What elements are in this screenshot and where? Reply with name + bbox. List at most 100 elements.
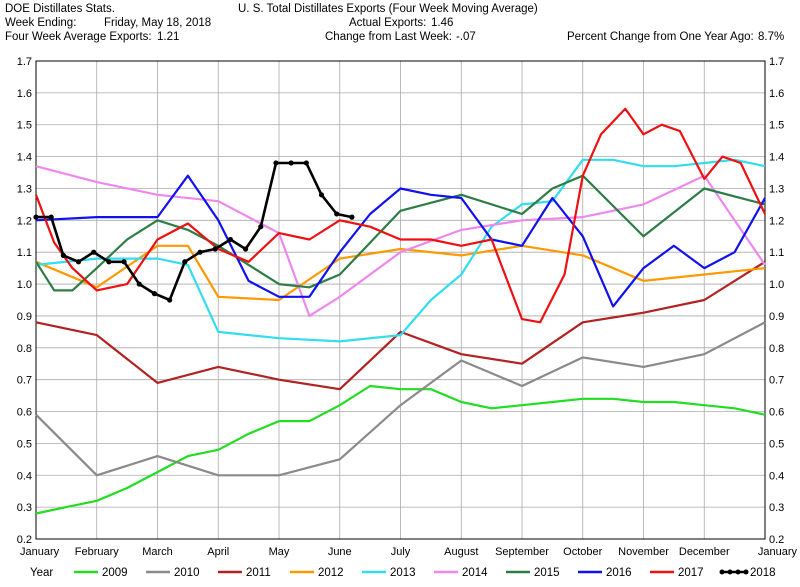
actual-exports-value: 1.46 — [431, 17, 454, 29]
series-point-2018 — [60, 252, 66, 258]
series-point-2018 — [303, 160, 309, 166]
y-tick-label-right: 0.7 — [769, 375, 784, 387]
chart-grid — [35, 60, 766, 540]
y-tick-label-right: 0.2 — [769, 534, 784, 546]
legend-marker — [743, 569, 749, 575]
series-point-2018 — [258, 224, 264, 230]
series-line-2010 — [35, 321, 766, 477]
y-tick-label-right: 1.2 — [769, 215, 784, 227]
change-label: Change from Last Week: — [325, 31, 452, 43]
y-tick-label: 0.7 — [17, 375, 32, 387]
series-point-2018 — [242, 246, 249, 252]
plot-frame — [35, 60, 766, 540]
series-line-2013 — [35, 158, 766, 343]
y-tick-label-right: 1.6 — [769, 88, 784, 100]
series-point-2018 — [273, 160, 279, 166]
series-line-2017 — [34, 107, 766, 324]
y-tick-label-right: 1.7 — [769, 56, 784, 68]
y-tick-label: 1.2 — [17, 215, 32, 227]
y-tick-label-right: 0.4 — [769, 470, 784, 482]
series-line-2016 — [35, 174, 766, 308]
series-point-2018 — [212, 246, 218, 252]
series-point-2018 — [318, 192, 325, 198]
legend-label-2010: 2010 — [174, 567, 200, 579]
y-tick-label-right: 0.5 — [769, 438, 784, 450]
y-tick-label: 1.1 — [17, 247, 32, 259]
week-ending-value: Friday, May 18, 2018 — [104, 17, 212, 29]
x-tick-label: October — [563, 546, 602, 558]
series-point-2018 — [197, 249, 203, 255]
chart-title: U. S. Total Distillates Exports (Four We… — [238, 3, 538, 15]
legend: Year 2009 2010 2011 2012 2013 2014 2015 2016 2017… — [30, 567, 776, 579]
change-value: -.07 — [456, 31, 476, 43]
y-tick-label: 0.9 — [17, 311, 32, 323]
series-point-2018 — [75, 259, 82, 265]
source-label: DOE Distillates Stats. — [5, 3, 115, 15]
legend-label-2017: 2017 — [678, 567, 704, 579]
legend-marker — [719, 569, 725, 575]
y-tick-label: 1.0 — [17, 279, 32, 291]
series-line-2009 — [35, 384, 766, 515]
y-tick-label: 0.2 — [17, 534, 32, 546]
legend-marker — [727, 569, 733, 575]
y-tick-label: 0.6 — [17, 407, 32, 419]
y-tick-label-right: 1.3 — [769, 183, 784, 195]
legend-label-2013: 2013 — [390, 567, 416, 579]
y-tick-label: 1.6 — [17, 88, 32, 100]
y-tick-label-right: 1.5 — [769, 120, 784, 132]
y-tick-label: 0.3 — [17, 502, 32, 514]
x-tick-label: April — [207, 546, 229, 558]
y-tick-label: 1.5 — [17, 120, 32, 132]
y-tick-label-right: 0.3 — [769, 502, 784, 514]
x-tick-label: December — [679, 546, 730, 558]
x-tick-label: February — [75, 546, 120, 558]
series-point-2018 — [227, 236, 233, 243]
actual-exports-label: Actual Exports: — [349, 17, 427, 29]
week-ending-label: Week Ending: — [5, 17, 77, 29]
x-tick-label: November — [618, 546, 669, 558]
y-axis-right: 0.2 0.3 0.4 0.5 0.6 0.7 0.8 0.9 1.0 1.1 1.2 1.3 1.4 1… — [769, 56, 784, 546]
four-week-avg-value: 1.21 — [157, 31, 180, 43]
y-tick-label-right: 0.8 — [769, 343, 784, 355]
series-point-2018 — [334, 211, 340, 217]
series-line-2011 — [35, 260, 766, 391]
legend-marker — [735, 569, 741, 575]
series-point-2018 — [121, 259, 127, 265]
pct-change-label: Percent Change from One Year Ago: — [567, 31, 754, 43]
x-tick-label: May — [269, 546, 290, 558]
four-week-avg-label: Four Week Average Exports: — [5, 31, 152, 43]
x-tick-label: January — [20, 546, 60, 558]
x-tick-label: August — [444, 546, 478, 558]
pct-change-value: 8.7% — [758, 31, 785, 43]
series-point-2018 — [288, 160, 294, 166]
legend-label-2011: 2011 — [246, 567, 271, 579]
legend-label-2018: 2018 — [750, 567, 776, 579]
y-tick-label-right: 0.9 — [769, 311, 784, 323]
x-axis: January February March April May June July Augu… — [20, 546, 797, 558]
series-point-2018 — [91, 249, 97, 255]
series-line-2018 — [36, 161, 353, 302]
y-tick-label: 1.7 — [17, 56, 32, 68]
series-point-2018 — [33, 214, 39, 220]
legend-label-2014: 2014 — [462, 567, 488, 579]
y-tick-label: 1.4 — [17, 152, 32, 164]
legend-title: Year — [30, 567, 53, 579]
x-tick-label: September — [495, 546, 549, 558]
legend-label-2012: 2012 — [318, 567, 344, 579]
series-point-2018 — [106, 259, 112, 265]
y-axis-left: 0.2 0.3 0.4 0.5 0.6 0.7 0.8 0.9 1.0 1.1 1.2 1.3 1.4 1… — [17, 56, 32, 546]
x-tick-label: June — [328, 546, 352, 558]
series-line-2014 — [35, 165, 766, 317]
x-tick-label: January — [758, 546, 798, 558]
y-tick-label: 0.5 — [17, 438, 32, 450]
series-layer — [33, 107, 766, 515]
series-point-2018 — [151, 291, 158, 297]
series-point-2018 — [136, 281, 142, 287]
series-line-2012 — [35, 244, 766, 302]
y-tick-label: 0.8 — [17, 343, 32, 355]
series-point-2018 — [349, 214, 355, 220]
series-point-2018 — [182, 259, 188, 265]
x-tick-label: July — [391, 546, 411, 558]
series-point-2018 — [167, 297, 173, 303]
x-tick-label: March — [142, 546, 173, 558]
